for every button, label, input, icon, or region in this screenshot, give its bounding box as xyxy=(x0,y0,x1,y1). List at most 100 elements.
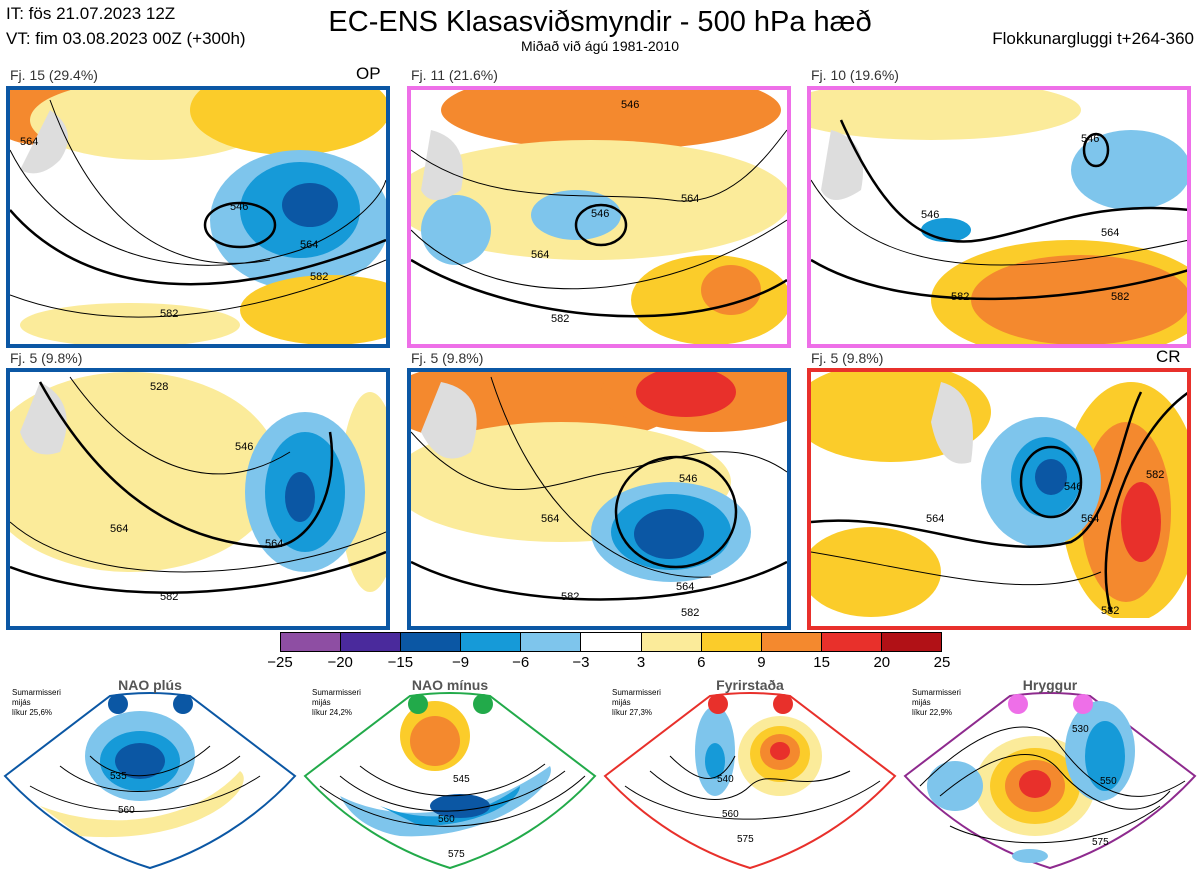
colorbar-segment xyxy=(821,633,882,651)
page-title: EC-ENS Klasasviðsmyndir - 500 hPa hæð xyxy=(328,6,872,38)
regime-meta: Sumarmisseri mijás líkur 25,6% xyxy=(12,688,61,718)
contour-line xyxy=(939,754,1171,810)
anomaly-patch xyxy=(10,372,280,572)
contour-label: 564 xyxy=(20,136,38,148)
anomaly-patch xyxy=(40,771,244,838)
anomaly-patch xyxy=(441,90,781,150)
contour-line xyxy=(1082,132,1110,168)
regime-blocking[interactable]: 540 560 575 Fyrirstaða Sumarmisseri mijá… xyxy=(600,676,900,871)
anomaly-patch xyxy=(421,195,491,265)
regime-probability: líkur 24,2% xyxy=(312,708,353,717)
contour-line xyxy=(839,119,1187,243)
contour-label: 546 xyxy=(679,473,697,485)
land-greenland xyxy=(931,382,973,464)
contour-line xyxy=(811,551,1102,586)
contour-line xyxy=(624,780,881,820)
contour-line xyxy=(89,745,211,777)
contour-line xyxy=(38,381,334,549)
contour-label: 582 xyxy=(310,271,328,283)
colorbar-tick-label: −3 xyxy=(572,654,590,671)
contour-line xyxy=(919,726,1186,797)
colorbar-segment xyxy=(281,633,342,651)
contour-line xyxy=(574,203,628,247)
contour-line xyxy=(949,805,1161,844)
colorbar-segment xyxy=(641,633,702,651)
contour-label: 575 xyxy=(448,849,465,860)
anomaly-patch xyxy=(927,761,983,811)
regime-nao-minus[interactable]: 545 560 575 NAO mínus Sumarmisseri mijás… xyxy=(300,676,600,871)
contour-label: 564 xyxy=(110,523,128,535)
contour-line xyxy=(319,775,586,827)
colorbar-tick-label: 20 xyxy=(873,654,891,671)
anomaly-patch xyxy=(1035,459,1067,495)
contour-line xyxy=(490,376,712,578)
contour-line xyxy=(10,550,386,594)
contour-label: 546 xyxy=(230,201,248,213)
map-svg: 546 564 564 582 582 xyxy=(411,372,787,618)
regime-marker-dot xyxy=(108,694,128,714)
contour-label: 546 xyxy=(591,208,609,220)
contour-label: 546 xyxy=(621,99,639,111)
regime-name: NAO mínus xyxy=(411,677,489,693)
anomaly-patch xyxy=(1019,770,1051,798)
anomaly-patch xyxy=(770,742,790,760)
contour-label: 582 xyxy=(681,607,699,618)
anomaly-colorbar xyxy=(280,632,942,652)
cluster-map-panel-1[interactable]: 564 546 564 582 582 xyxy=(6,86,390,348)
land-greenland xyxy=(20,382,67,455)
contour-label: 582 xyxy=(1111,291,1129,303)
cluster-map-panel-2[interactable]: 546 564 564 582 546 xyxy=(407,86,791,348)
regime-name: Hryggur xyxy=(1022,677,1078,693)
contour-label: 564 xyxy=(1101,227,1119,239)
cluster-map-panel-6[interactable]: 546 564 564 582 582 xyxy=(807,368,1191,630)
land-greenland xyxy=(821,130,863,200)
anomaly-patch xyxy=(971,255,1187,344)
contour-line xyxy=(49,99,271,264)
panel-1-label: Fj. 15 (29.4%) xyxy=(10,67,98,83)
cluster-map-panel-4[interactable]: 546 564 564 582 528 xyxy=(6,368,390,630)
contour-line xyxy=(10,259,386,318)
contour-line xyxy=(811,179,1187,266)
contour-line xyxy=(1104,391,1187,613)
contour-line xyxy=(411,431,787,490)
regime-season: Sumarmisseri xyxy=(312,688,361,697)
anomaly-patch xyxy=(634,509,704,559)
map-svg: 546 546 564 582 582 xyxy=(811,90,1187,344)
contour-label: 546 xyxy=(1081,133,1099,145)
colorbar-segment xyxy=(521,633,582,651)
land-greenland xyxy=(421,130,463,200)
regime-mean: mijás xyxy=(312,698,331,707)
regime-ridge[interactable]: 530 550 575 Hryggur Sumarmisseri mijás l… xyxy=(900,676,1200,871)
cluster-map-panel-5[interactable]: 546 564 564 582 582 xyxy=(407,368,791,630)
land-greenland xyxy=(421,382,477,459)
contour-line xyxy=(10,521,386,573)
regime-meta: Sumarmisseri mijás líkur 22,9% xyxy=(912,688,961,718)
panel-6-tag: CR xyxy=(1156,347,1181,366)
contour-label: 540 xyxy=(717,774,734,785)
contour-line xyxy=(203,201,277,249)
contour-label: 528 xyxy=(150,381,168,393)
contour-label: 535 xyxy=(110,771,127,782)
regime-map: 530 550 575 xyxy=(903,692,1197,870)
init-time: IT: fös 21.07.2023 12Z xyxy=(6,4,176,23)
contour-line xyxy=(411,258,787,318)
anomaly-patch xyxy=(340,766,551,837)
colorbar-tick-label: −20 xyxy=(327,654,353,671)
anomaly-patch xyxy=(636,372,736,417)
cluster-map-panel-3[interactable]: 546 546 564 582 582 xyxy=(807,86,1191,348)
contour-line xyxy=(29,775,261,812)
regime-nao-plus[interactable]: 535 560 NAO plús Sumarmisseri mijás líku… xyxy=(0,676,300,871)
regime-probability: líkur 25,6% xyxy=(12,708,53,717)
panel-3-label: Fj. 10 (19.6%) xyxy=(811,67,899,83)
contour-line xyxy=(69,376,291,475)
colorbar-tick-label: 6 xyxy=(697,654,706,671)
contour-label: 564 xyxy=(676,581,694,593)
anomaly-patch xyxy=(430,794,490,818)
anomaly-patch xyxy=(282,183,338,227)
regime-marker-dot xyxy=(773,694,793,714)
contour-label: 575 xyxy=(1092,837,1109,848)
panel-4-label: Fj. 5 (9.8%) xyxy=(10,350,83,366)
contour-label: 546 xyxy=(921,209,939,221)
contour-label: 582 xyxy=(160,308,178,320)
regime-season: Sumarmisseri xyxy=(12,688,61,697)
